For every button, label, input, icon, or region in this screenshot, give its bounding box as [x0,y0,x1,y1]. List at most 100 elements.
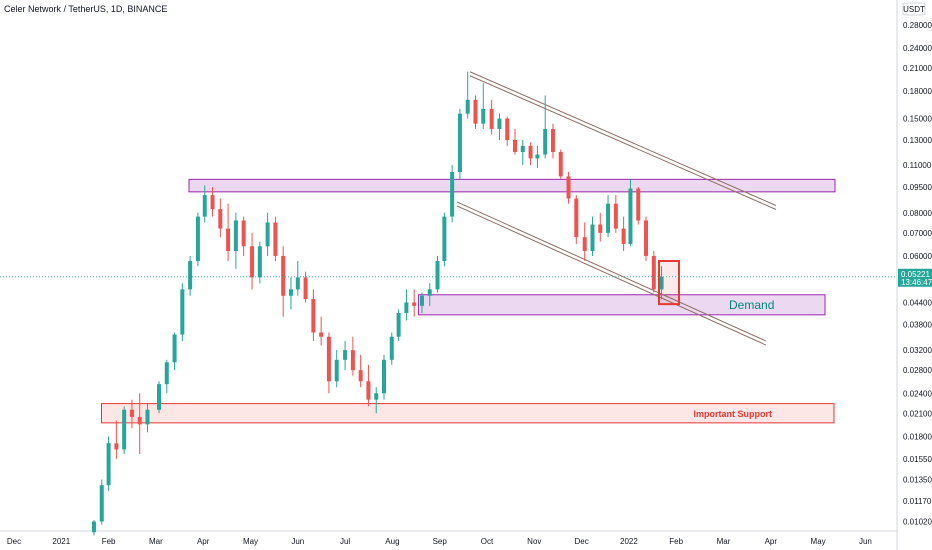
candle-body [350,350,355,371]
candle-body [590,224,595,252]
candle-body [412,302,417,306]
y-tick-label: 0.04400 [903,298,932,307]
candle-body [343,350,348,360]
y-tick-label: 0.24000 [903,44,932,53]
candle-body [606,203,611,233]
x-tick-label: Jun [859,537,872,546]
candle-body [550,128,555,153]
candle-body [497,118,502,129]
y-tick-label: 0.02100 [903,409,932,418]
y-tick-label: 0.03200 [903,346,932,355]
candle-body [114,443,119,450]
candle-body [489,108,494,129]
candle-body [366,381,371,400]
candle-body [129,409,134,417]
candle-body [257,246,262,278]
y-tick-label: 0.03800 [903,320,932,329]
demand-zone[interactable] [417,294,826,316]
y-tick-label: 0.02800 [903,366,932,375]
y-tick-label: 0.11000 [903,161,932,170]
candle-body [145,409,150,425]
candle-body [558,152,563,177]
x-tick-label: May [243,537,258,546]
last-price-value: 0.05221 [901,270,930,279]
x-tick-label: Mar [149,537,163,546]
x-tick-label: Aug [385,537,399,546]
y-tick-label: 0.01350 [903,476,932,485]
candle-body [180,289,185,335]
candle-body [195,216,200,262]
x-tick-label: Jun [291,537,304,546]
candle-body [233,220,238,252]
x-tick-label: Feb [669,537,683,546]
currency-label: USDT [903,5,925,14]
candle-body [389,336,394,360]
candle-body [566,176,571,199]
candle-body [535,154,540,159]
y-tick-label: 0.13000 [903,136,932,145]
candle-body [164,362,169,385]
candle-body [137,416,142,425]
resistance-zone[interactable] [188,178,836,193]
x-tick-label: Apr [765,537,778,546]
candle-body [326,336,331,382]
channel-upper-line[interactable] [469,71,777,206]
candle-body [202,195,207,217]
y-tick-label: 0.02400 [903,389,932,398]
candle-body [404,302,409,313]
candle-body [250,246,255,278]
candle-body [157,384,162,410]
candle-body [281,255,286,296]
channel-lower-line[interactable] [456,205,767,346]
y-tick-label: 0.08000 [903,209,932,218]
candle-body [435,261,440,290]
candle-body [226,228,231,252]
candle-body [374,393,379,400]
candle-body [574,198,579,238]
candle-body [288,289,293,296]
x-tick-label: May [811,537,826,546]
candle-body [265,222,270,247]
important-support-zone[interactable] [101,403,835,424]
candle-body [442,216,447,262]
y-tick-label: 0.06000 [903,252,932,261]
candle-body [419,295,424,306]
candle-body [450,172,455,217]
channel-lower-line[interactable] [456,201,767,342]
candle-body [303,277,308,300]
x-tick-label: Nov [527,537,541,546]
highlight-box[interactable] [658,260,680,306]
candle-body [218,209,223,229]
y-tick-label: 0.18000 [903,87,932,96]
x-tick-label: Oct [481,537,494,546]
candle-body [106,443,111,486]
x-tick-label: Feb [102,537,116,546]
candle-body [210,195,215,210]
x-tick-label: Apr [197,537,210,546]
candle-body [644,220,649,256]
currency-badge[interactable] [902,2,926,16]
y-tick-label: 0.01170 [903,497,932,506]
candle-body [528,145,533,159]
candle-body [457,113,462,173]
candle-body [582,237,587,252]
y-tick-label: 0.09500 [903,183,932,192]
candle-body [659,276,664,290]
candle-body [172,334,177,363]
candle-body [621,228,626,244]
candle-body [319,332,324,337]
x-tick-label: Jul [340,537,350,546]
candle-body [334,359,339,382]
candle-body [505,118,510,141]
candle-body [122,409,127,450]
candle-body [465,99,470,114]
x-tick-label: Sep [433,537,448,546]
channel-upper-line[interactable] [469,75,777,210]
candle-body [473,99,478,124]
candle-body [396,312,401,337]
y-tick-label: 0.01020 [903,518,932,527]
candle-body [358,370,363,382]
candle-body [481,108,486,124]
candle-body [188,261,193,290]
